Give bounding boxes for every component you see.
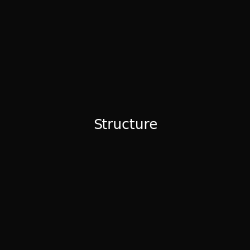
Text: Structure: Structure (93, 118, 157, 132)
